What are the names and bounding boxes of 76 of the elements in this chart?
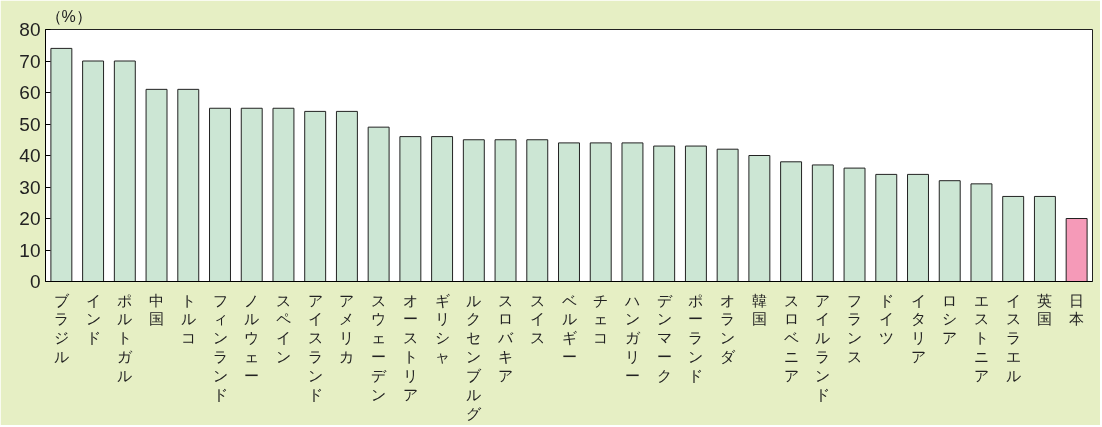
- bar: [335, 110, 358, 282]
- bar: [494, 139, 517, 282]
- x-tick-label: スロバキア: [497, 291, 515, 386]
- x-tick-label: スロベニア: [783, 291, 799, 386]
- x-tick-label: フィンランド: [212, 291, 228, 404]
- bar: [938, 180, 961, 282]
- bar: [145, 88, 168, 282]
- x-tick-label: ブラジル: [53, 291, 70, 367]
- x-tick-label: ポルトガル: [117, 291, 134, 386]
- y-tick-label: 0: [29, 271, 41, 292]
- bar: [1065, 218, 1088, 282]
- bar: [843, 167, 866, 282]
- bar: [589, 142, 612, 282]
- bar: [113, 60, 136, 282]
- bar: [653, 145, 676, 282]
- x-tick-label: スウェーデン: [371, 291, 388, 404]
- bar: [811, 164, 834, 282]
- x-tick-label: インド: [85, 291, 101, 348]
- y-tick-label: 80: [19, 19, 41, 40]
- bar: [780, 161, 803, 282]
- bar: [970, 183, 993, 282]
- bar: [82, 60, 105, 282]
- y-tick-label: 60: [19, 82, 41, 103]
- x-tick-label: スイス: [529, 291, 545, 348]
- x-tick-label: ロシア: [942, 291, 958, 348]
- x-tick-label: トルコ: [180, 291, 196, 348]
- bar: [748, 155, 771, 282]
- y-tick-label: 70: [19, 50, 41, 72]
- y-tick-label: 20: [19, 208, 41, 229]
- bar: [526, 139, 549, 282]
- x-tick-label: オランダ: [720, 291, 737, 367]
- x-tick-label: デンマーク: [656, 291, 673, 386]
- x-tick-label: アイスランド: [307, 291, 323, 404]
- y-tick-label: 30: [19, 176, 41, 198]
- x-tick-label: ハンガリー: [623, 291, 641, 386]
- x-tick-label: アイルランド: [815, 291, 831, 404]
- bar: [431, 136, 454, 282]
- x-tick-label: エストニア: [973, 291, 989, 386]
- bar: [177, 88, 200, 282]
- bar: [272, 107, 295, 282]
- y-axis-title: （%）: [45, 7, 92, 25]
- bar: [209, 107, 231, 282]
- x-tick-label: ノルウェー: [244, 291, 260, 386]
- bar: [240, 107, 263, 282]
- bar: [1033, 195, 1056, 282]
- bar: [367, 126, 390, 282]
- x-tick-label: ギリシャ: [434, 291, 450, 367]
- bar: [875, 173, 898, 282]
- x-tick-label: 日本: [1069, 291, 1085, 329]
- bar: [621, 142, 644, 282]
- x-tick-label: 英国: [1037, 291, 1053, 329]
- y-tick-label: 10: [19, 239, 41, 261]
- bar: [50, 47, 73, 282]
- bar: [907, 173, 929, 282]
- x-tick-label: イタリア: [910, 291, 926, 367]
- x-tick-label: イスラエル: [1005, 291, 1021, 386]
- x-tick-label: ポーランド: [688, 291, 704, 386]
- x-tick-label: ベルギー: [561, 291, 577, 367]
- y-tick-label: 40: [19, 145, 41, 166]
- x-tick-label: オーストリア: [402, 291, 418, 404]
- bar: [304, 110, 327, 282]
- x-tick-label: ルクセンブルグ: [466, 291, 483, 423]
- x-tick-label: 中国: [149, 291, 165, 329]
- x-tick-label: ドイツ: [878, 291, 894, 348]
- bar: [558, 142, 580, 282]
- bar: [684, 145, 707, 282]
- x-tick-label: フランス: [847, 291, 863, 367]
- bar: [462, 139, 485, 282]
- x-tick-label: チェコ: [593, 291, 609, 348]
- bar: [716, 148, 739, 282]
- bar: [399, 136, 422, 282]
- x-tick-label: アメリカ: [339, 291, 355, 367]
- x-tick-label: スペイン: [275, 291, 291, 367]
- x-tick-label: 韓国: [751, 291, 767, 329]
- y-tick-label: 50: [19, 113, 41, 135]
- bar: [1002, 195, 1025, 282]
